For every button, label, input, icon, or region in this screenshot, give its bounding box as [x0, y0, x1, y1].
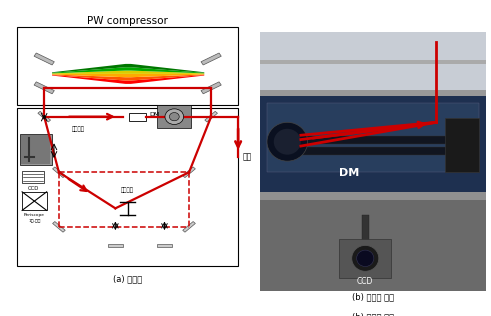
Polygon shape [201, 53, 221, 65]
Bar [362, 215, 369, 258]
Text: DM: DM [150, 112, 160, 117]
Bar [260, 32, 486, 96]
Text: 오목렌즈: 오목렌즈 [121, 187, 134, 192]
Circle shape [165, 109, 184, 125]
Bar [22, 171, 44, 183]
Bar [260, 192, 486, 200]
Text: CCD: CCD [357, 277, 374, 286]
Polygon shape [201, 82, 221, 94]
Text: PW compressor: PW compressor [87, 16, 168, 26]
Bar [129, 112, 146, 121]
Bar [272, 147, 464, 155]
Bar [272, 136, 464, 144]
Polygon shape [108, 244, 123, 247]
Polygon shape [34, 82, 55, 94]
Bar [260, 90, 486, 96]
Polygon shape [205, 111, 218, 122]
Circle shape [274, 129, 301, 155]
Text: Periscope
1층-지하: Periscope 1층-지하 [24, 214, 45, 222]
Bar [17, 27, 238, 105]
Circle shape [356, 250, 374, 266]
Text: 타겟: 타겟 [243, 152, 252, 161]
Polygon shape [157, 244, 172, 247]
Text: CCD: CCD [27, 186, 39, 191]
Bar [21, 135, 50, 164]
Bar [260, 60, 486, 64]
Polygon shape [38, 111, 51, 122]
Text: (b) 설치된 사진: (b) 설치된 사진 [352, 312, 394, 316]
Circle shape [352, 245, 379, 271]
Text: (b) 설치된 사진: (b) 설치된 사진 [352, 293, 394, 301]
Bar [17, 108, 238, 266]
Bar [267, 103, 479, 172]
Polygon shape [183, 167, 195, 178]
Bar [339, 239, 391, 278]
Polygon shape [53, 222, 65, 232]
Bar [260, 193, 486, 291]
Bar [260, 90, 486, 193]
Text: 볼록렌즈: 볼록렌즈 [72, 126, 85, 131]
Bar [22, 192, 47, 210]
Bar [20, 134, 52, 165]
Circle shape [169, 112, 179, 121]
Text: (a) 개념도: (a) 개념도 [113, 274, 142, 283]
Text: DM: DM [339, 168, 359, 178]
Circle shape [267, 122, 308, 161]
Polygon shape [183, 222, 195, 232]
Bar [157, 105, 191, 128]
Bar [445, 118, 479, 172]
Polygon shape [53, 167, 65, 178]
Polygon shape [34, 53, 55, 65]
